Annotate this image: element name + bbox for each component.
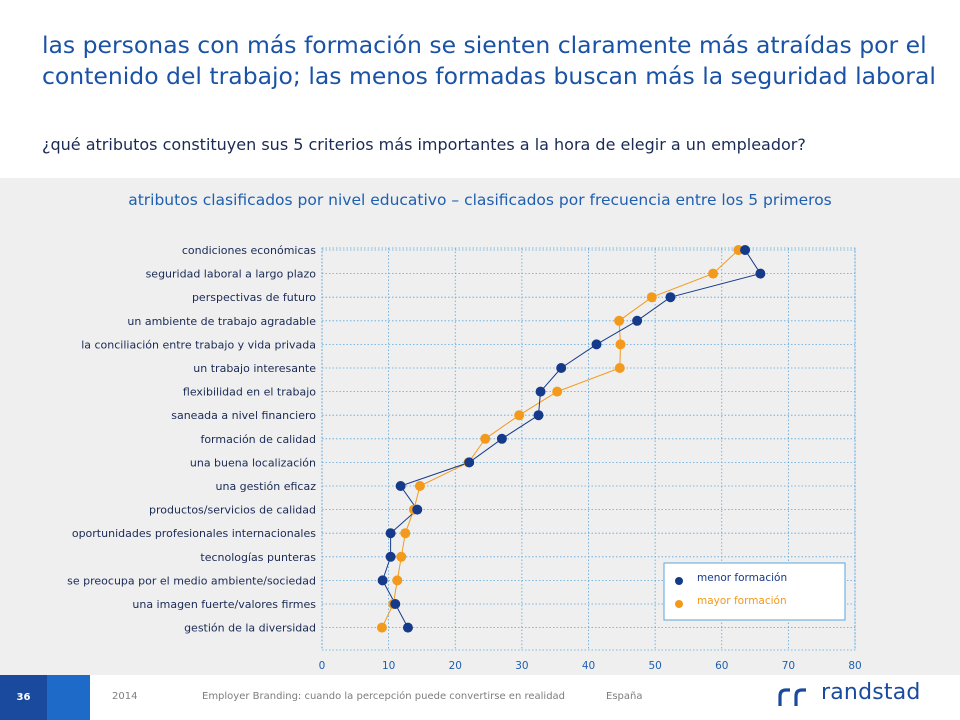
data-point <box>390 599 401 609</box>
data-point <box>556 363 567 373</box>
randstad-logo-text: randstad <box>821 680 921 705</box>
data-point <box>412 504 423 515</box>
category-label: una imagen fuerte/valores firmes <box>132 598 316 611</box>
category-label: seguridad laboral a largo plazo <box>146 268 317 281</box>
data-point <box>614 363 625 373</box>
category-label: perspectivas de futuro <box>192 291 316 304</box>
data-point <box>740 245 751 255</box>
data-point <box>376 622 387 633</box>
category-label: flexibilidad en el trabajo <box>183 386 316 399</box>
data-point <box>377 575 388 586</box>
category-label: la conciliación entre trabajo y vida pri… <box>81 338 316 351</box>
x-tick-label: 40 <box>582 660 595 672</box>
category-label: productos/servicios de calidad <box>149 504 316 517</box>
legend-marker <box>675 600 683 608</box>
data-point <box>395 481 406 491</box>
data-point <box>402 622 413 633</box>
category-label: gestión de la diversidad <box>184 622 316 635</box>
page-number: 36 <box>0 675 47 720</box>
x-tick-label: 0 <box>319 660 326 672</box>
data-point <box>464 457 475 468</box>
footer-report-title: Employer Branding: cuando la percepción … <box>202 691 566 702</box>
data-point <box>514 410 525 421</box>
data-point <box>665 292 676 303</box>
data-point <box>385 528 396 539</box>
data-point <box>385 551 396 562</box>
x-tick-label: 10 <box>382 660 395 672</box>
data-point <box>535 386 546 397</box>
category-label: una gestión eficaz <box>216 480 317 493</box>
data-point <box>533 410 544 421</box>
data-point <box>414 481 425 491</box>
data-point <box>755 268 766 279</box>
data-point <box>614 315 625 326</box>
data-point <box>392 575 403 586</box>
data-point <box>396 551 407 562</box>
slide-title: las personas con más formación se siente… <box>42 31 936 90</box>
legend-marker <box>675 577 683 585</box>
data-point <box>591 339 602 350</box>
footer <box>0 675 960 720</box>
data-point <box>480 433 491 444</box>
footer-country: España <box>606 691 643 702</box>
x-tick-label: 20 <box>449 660 462 672</box>
category-label: tecnologías punteras <box>200 551 316 564</box>
x-tick-label: 30 <box>515 660 528 672</box>
x-tick-label: 60 <box>715 660 728 672</box>
slide-question: ¿qué atributos constituyen sus 5 criteri… <box>42 135 806 154</box>
randstad-logo-icon <box>778 688 806 706</box>
data-point <box>708 268 719 279</box>
category-label: condiciones económicas <box>182 244 316 257</box>
category-label: oportunidades profesionales internaciona… <box>72 527 316 540</box>
data-point <box>496 433 507 444</box>
category-label: formación de calidad <box>200 433 316 446</box>
category-label: un trabajo interesante <box>193 362 316 375</box>
footer-accent-block <box>47 675 90 720</box>
plot-border <box>321 247 856 651</box>
legend-label: menor formación <box>697 572 787 584</box>
x-tick-label: 50 <box>648 660 661 672</box>
legend-box <box>663 562 846 621</box>
category-label: una buena localización <box>190 456 316 469</box>
category-label: un ambiente de trabajo agradable <box>127 315 316 328</box>
chart-title: atributos clasificados por nivel educati… <box>128 191 832 209</box>
x-tick-label: 80 <box>848 660 861 672</box>
category-label: saneada a nivel financiero <box>171 409 316 422</box>
legend-label: mayor formación <box>697 595 787 607</box>
data-point <box>615 339 626 350</box>
data-point <box>400 528 411 539</box>
data-point <box>646 292 657 303</box>
x-tick-label: 70 <box>782 660 795 672</box>
category-label: se preocupa por el medio ambiente/socied… <box>67 574 316 587</box>
data-point <box>552 386 563 397</box>
footer-year: 2014 <box>112 691 138 702</box>
data-point <box>632 315 643 326</box>
